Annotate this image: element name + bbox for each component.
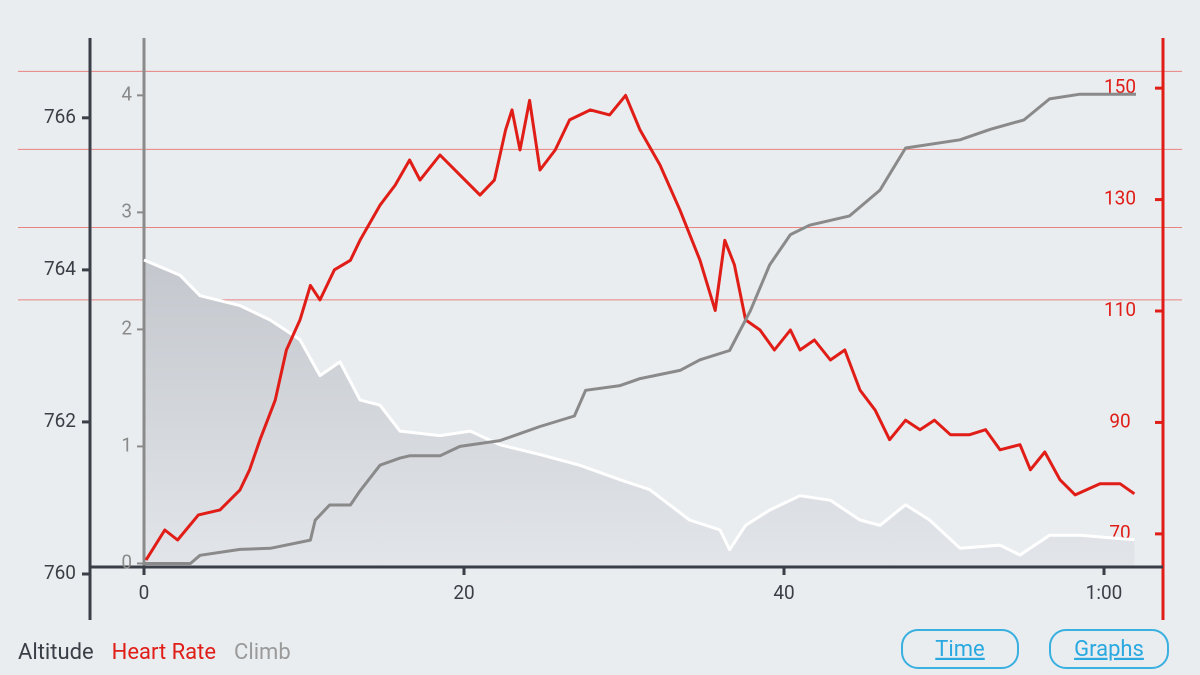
button[interactable] — [901, 629, 1019, 669]
y-tick-label: 766 — [44, 105, 76, 128]
series-line — [144, 92, 1136, 565]
y3-tick-label: 4 — [121, 82, 132, 105]
series-line — [143, 258, 1135, 557]
ui: Altitude Heart Rate Climb Time Graphs — [18, 629, 1169, 669]
y3-tick-label: 0 — [121, 550, 132, 573]
zones — [18, 70, 1182, 301]
y2-tick-label: 110 — [1104, 298, 1136, 321]
y2-tick-label: 130 — [1104, 187, 1136, 210]
y-tick-label: 760 — [44, 561, 76, 584]
y-tick-label: 762 — [44, 409, 76, 432]
series-line — [144, 93, 1136, 561]
y-tick-label: 764 — [44, 257, 76, 280]
area-layer — [144, 260, 1135, 567]
legend-entry: Climb — [234, 640, 291, 665]
y2-tick-label: 90 — [1109, 409, 1130, 432]
x-tick-label: 1:00 — [1086, 581, 1123, 604]
lines — [143, 92, 1136, 565]
button-label[interactable]: Time — [935, 637, 984, 662]
y3-tick-label: 2 — [121, 316, 132, 339]
x-tick-label: 40 — [773, 581, 794, 604]
x-tick-label: 0 — [139, 581, 150, 604]
y2-tick-label: 150 — [1104, 75, 1136, 98]
y3-tick-label: 3 — [121, 199, 132, 222]
x-tick-label: 20 — [453, 581, 474, 604]
button-label[interactable]: Graphs — [1074, 637, 1144, 662]
altitude-area — [144, 260, 1135, 567]
legend-entry: Heart Rate — [112, 640, 216, 665]
legend-entry: Altitude — [18, 640, 94, 665]
button[interactable] — [1049, 629, 1169, 669]
y3-tick-label: 1 — [121, 433, 132, 456]
